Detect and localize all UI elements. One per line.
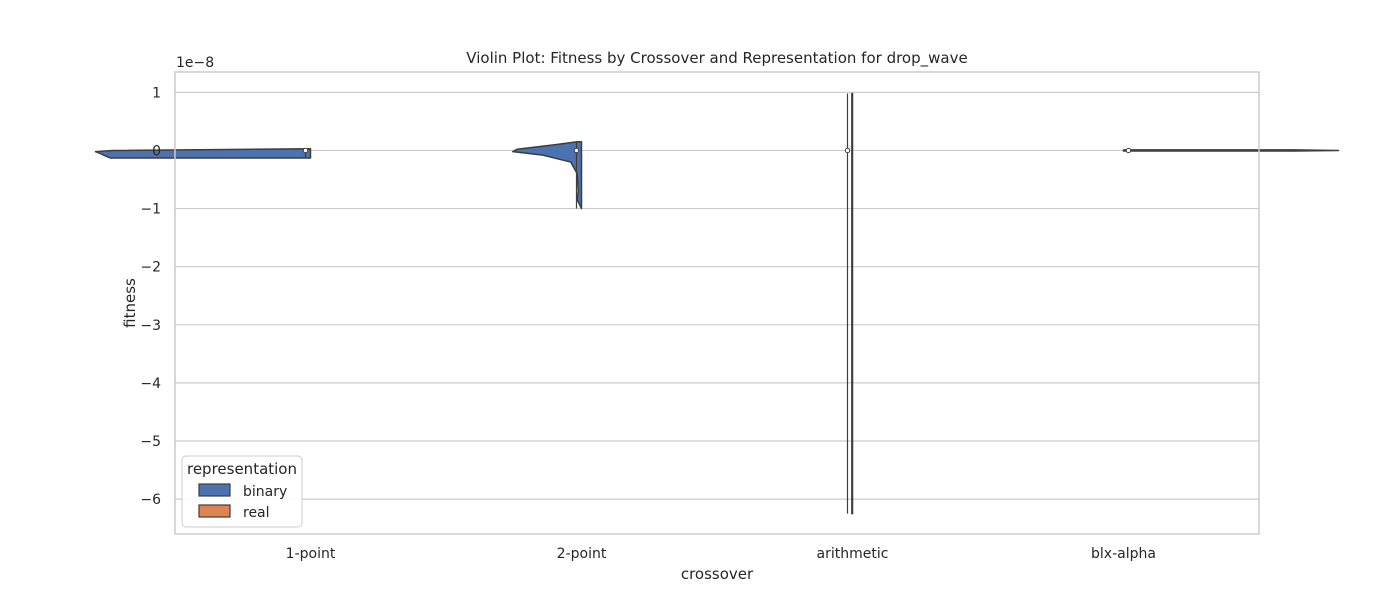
y-tick-label: −5 [140, 434, 161, 450]
legend-title: representation [187, 460, 297, 478]
y-axis-offset-text: 1e−8 [176, 55, 214, 71]
y-tick-labels: 1 0 −1 −2 −3 −4 −5 −6 [140, 85, 161, 508]
y-tick-label: −6 [140, 492, 161, 508]
x-tick-labels: 1-point 2-point arithmetic blx-alpha [286, 546, 1156, 562]
y-tick-label: −1 [140, 202, 161, 218]
x-axis-label: crossover [681, 565, 754, 583]
x-tick-label: 2-point [557, 546, 607, 562]
legend-label-real: real [243, 505, 270, 521]
y-axis-label: fitness [121, 278, 139, 328]
legend: representation binary real [181, 455, 303, 528]
y-tick-label: −3 [140, 318, 161, 334]
violin-arithmetic-binary [851, 92, 854, 515]
violin-1-point-binary [94, 147, 312, 159]
x-tick-label: blx-alpha [1091, 546, 1156, 562]
violin-median-2-point [573, 147, 580, 154]
violin-median-arithmetic [844, 147, 851, 154]
chart-title: Violin Plot: Fitness by Crossover and Re… [466, 49, 967, 68]
grid-lines [175, 91, 1259, 500]
y-tick-label: 0 [152, 143, 161, 159]
y-tick-label: −4 [140, 376, 161, 392]
legend-swatch-binary [198, 483, 231, 497]
legend-label-binary: binary [243, 484, 287, 500]
y-tick-label: −2 [140, 260, 161, 276]
violin-blx-alpha-real [1122, 149, 1340, 152]
violin-marks [94, 92, 1340, 515]
violin-median-1-point [302, 147, 309, 154]
y-tick-label: 1 [152, 85, 161, 101]
violin-2-point-binary [511, 140, 583, 210]
x-tick-label: 1-point [286, 546, 336, 562]
legend-swatch-real [198, 504, 231, 518]
violin-median-blx-alpha [1125, 147, 1132, 154]
x-tick-label: arithmetic [817, 546, 889, 562]
plot-frame [174, 71, 1260, 535]
